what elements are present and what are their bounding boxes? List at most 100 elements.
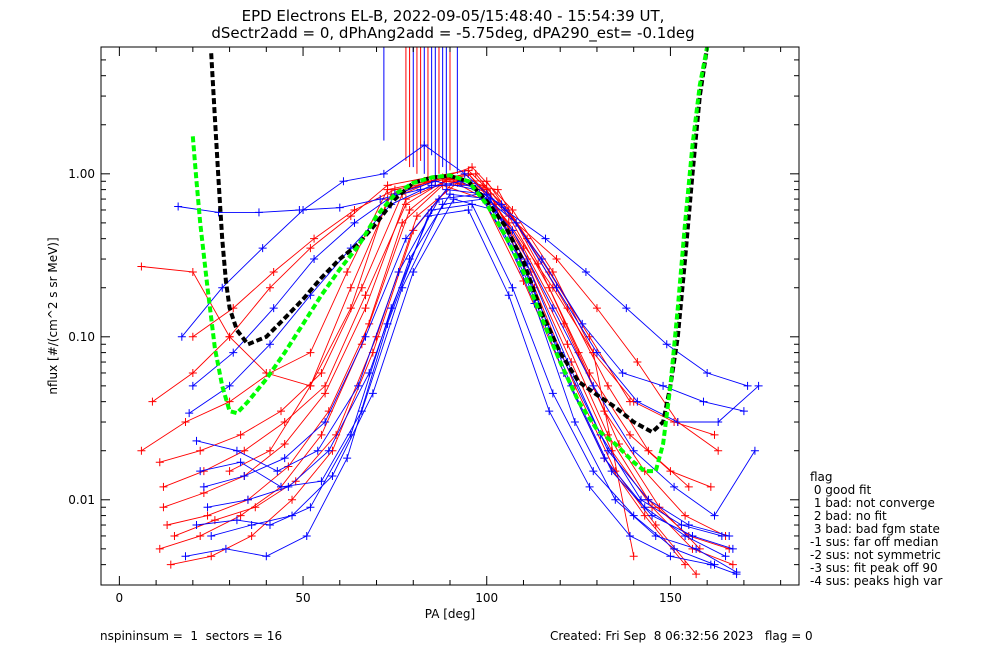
x-tick-label: 50 xyxy=(295,591,310,605)
data-point-marker xyxy=(291,477,300,486)
data-point-marker xyxy=(321,418,330,427)
data-point-marker xyxy=(306,503,315,512)
series-line-red xyxy=(163,180,730,550)
data-point-marker xyxy=(324,446,333,455)
data-point-marker xyxy=(177,332,186,341)
data-point-marker xyxy=(486,195,495,204)
data-point-marker xyxy=(633,358,642,367)
data-point-marker xyxy=(247,521,256,530)
data-point-marker xyxy=(350,218,359,227)
data-point-marker xyxy=(592,348,601,357)
data-point-marker xyxy=(512,218,521,227)
data-point-marker xyxy=(493,185,502,194)
data-point-marker xyxy=(501,205,510,214)
data-point-marker xyxy=(552,255,561,264)
series-line-blue xyxy=(207,193,734,550)
data-point-marker xyxy=(648,503,657,512)
data-point-marker xyxy=(236,458,245,467)
legend-item: 1 bad: not converge xyxy=(810,496,935,510)
data-point-marker xyxy=(721,552,730,561)
data-point-marker xyxy=(622,304,631,313)
data-point-marker xyxy=(354,381,363,390)
data-point-marker xyxy=(163,521,172,530)
data-point-marker xyxy=(706,482,715,491)
data-point-marker xyxy=(299,205,308,214)
data-point-marker xyxy=(221,544,230,553)
data-point-marker xyxy=(170,531,179,540)
data-point-marker xyxy=(232,446,241,455)
data-point-marker xyxy=(732,568,741,577)
data-point-marker xyxy=(192,521,201,530)
data-point-marker xyxy=(376,195,385,204)
data-point-marker xyxy=(504,291,513,300)
data-point-marker xyxy=(357,283,366,292)
data-point-marker xyxy=(346,283,355,292)
data-point-marker xyxy=(343,267,352,276)
data-point-marker xyxy=(383,185,392,194)
data-point-marker xyxy=(603,381,612,390)
data-point-marker xyxy=(750,446,759,455)
data-point-marker xyxy=(666,552,675,561)
data-point-marker xyxy=(288,511,297,520)
data-point-marker xyxy=(229,348,238,357)
data-point-marker xyxy=(265,340,274,349)
data-point-marker xyxy=(188,332,197,341)
data-point-marker xyxy=(468,163,477,172)
data-point-marker xyxy=(655,503,664,512)
data-point-marker xyxy=(277,407,286,416)
data-point-marker xyxy=(662,340,671,349)
data-point-marker xyxy=(412,212,421,221)
data-point-marker xyxy=(288,495,297,504)
data-point-marker xyxy=(692,570,701,579)
y-tick-label: 0.01 xyxy=(68,493,95,507)
data-point-marker xyxy=(203,511,212,520)
data-point-marker xyxy=(306,244,315,253)
data-point-marker xyxy=(247,531,256,540)
fit-curve-black xyxy=(209,47,710,435)
series-line-red xyxy=(166,176,734,566)
data-point-marker xyxy=(225,467,234,476)
series-line-blue xyxy=(211,198,737,573)
data-point-marker xyxy=(265,446,274,455)
data-point-marker xyxy=(137,446,146,455)
x-tick-label: 100 xyxy=(475,591,498,605)
data-point-marker xyxy=(552,283,561,292)
data-point-marker xyxy=(188,368,197,377)
data-point-marker xyxy=(148,397,157,406)
data-point-marker xyxy=(629,511,638,520)
data-point-marker xyxy=(321,381,330,390)
data-point-marker xyxy=(251,503,260,512)
data-point-marker xyxy=(703,368,712,377)
data-point-marker xyxy=(688,531,697,540)
data-point-marker xyxy=(681,511,690,520)
series-line-blue xyxy=(200,198,726,557)
x-tick-label: 150 xyxy=(659,591,682,605)
data-point-marker xyxy=(199,482,208,491)
data-point-marker xyxy=(401,234,410,243)
data-point-marker xyxy=(254,208,263,217)
data-point-marker xyxy=(739,407,748,416)
data-point-marker xyxy=(684,482,693,491)
data-point-marker xyxy=(508,205,517,214)
data-point-marker xyxy=(677,521,686,530)
chart-title-line2: dSectr2add = 0, dPhAng2add = -5.75deg, d… xyxy=(211,24,694,43)
data-point-marker xyxy=(196,446,205,455)
data-point-marker xyxy=(607,467,616,476)
data-point-marker xyxy=(670,482,679,491)
legend-item: -3 sus: fit peak off 90 xyxy=(810,561,938,575)
legend-item: -2 sus: not symmetric xyxy=(810,548,941,562)
data-point-marker xyxy=(269,267,278,276)
data-point-marker xyxy=(317,368,326,377)
footer-right: Created: Fri Sep 8 06:32:56 2023 flag = … xyxy=(550,629,813,643)
data-point-marker xyxy=(640,511,649,520)
data-point-marker xyxy=(155,458,164,467)
data-point-marker xyxy=(361,332,370,341)
data-point-marker xyxy=(188,267,197,276)
data-point-marker xyxy=(262,552,271,561)
chart-title-line1: EPD Electrons EL-B, 2022-09-05/15:48:40 … xyxy=(242,7,665,25)
data-point-marker xyxy=(350,205,359,214)
data-point-marker xyxy=(302,531,311,540)
data-point-marker xyxy=(589,381,598,390)
data-point-marker xyxy=(166,560,175,569)
data-point-marker xyxy=(541,234,550,243)
